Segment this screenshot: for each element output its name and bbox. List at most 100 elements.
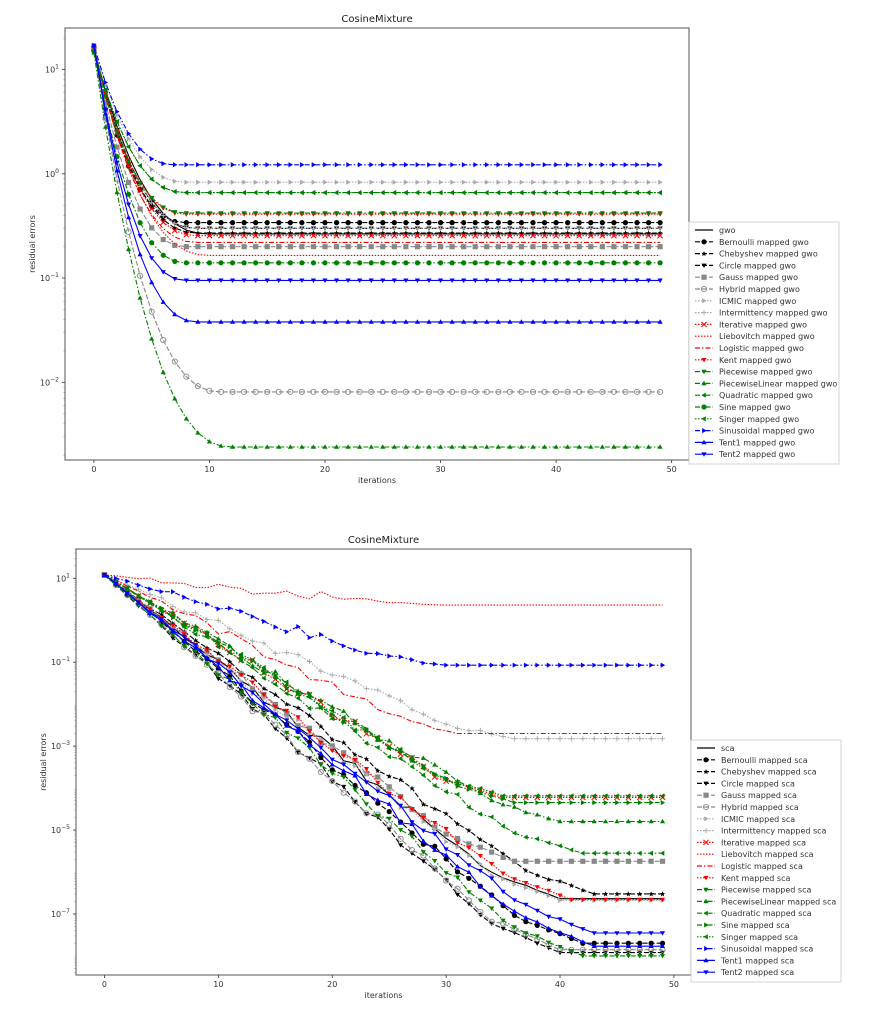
series-line (104, 574, 663, 862)
data-point (611, 319, 617, 324)
data-point (195, 278, 201, 283)
data-point (341, 775, 347, 780)
data-point (426, 232, 432, 239)
data-point (500, 926, 506, 932)
data-point (295, 705, 301, 711)
data-point (478, 789, 483, 795)
data-point (352, 752, 358, 758)
data-point (249, 674, 256, 680)
data-point (659, 954, 666, 959)
data-point (241, 225, 247, 231)
data-point (569, 800, 575, 806)
legend-label: Circle mapped gwo (719, 261, 796, 270)
data-point (380, 244, 386, 250)
data-point (204, 657, 210, 662)
data-point (193, 599, 199, 605)
data-point (625, 954, 631, 959)
y-tick-label: 10−3 (51, 740, 70, 751)
data-point (477, 853, 483, 859)
data-point (634, 319, 640, 324)
data-point (592, 662, 597, 668)
data-point (531, 179, 536, 185)
data-point (170, 589, 176, 595)
data-point (375, 785, 381, 791)
data-point (614, 736, 620, 742)
data-point (397, 746, 403, 752)
data-point (386, 816, 392, 822)
legend-label: ICMIC mapped sca (721, 815, 795, 824)
data-point (310, 225, 317, 231)
series-logistic-mapped-gwo (93, 48, 661, 243)
legend-marker (701, 416, 706, 422)
data-point (206, 387, 213, 394)
data-point (600, 179, 605, 185)
data-point (599, 220, 605, 226)
chart-title: CosineMixture (341, 14, 412, 25)
data-point (375, 780, 381, 786)
data-point (612, 179, 617, 185)
data-point (657, 232, 664, 239)
data-point (541, 260, 548, 266)
data-point (241, 444, 247, 449)
data-point (284, 629, 290, 635)
data-point (657, 225, 663, 231)
data-point (625, 943, 631, 949)
data-point (600, 162, 605, 168)
data-point (272, 675, 278, 681)
data-point (397, 843, 404, 848)
data-point (276, 189, 281, 196)
data-point (489, 789, 494, 795)
data-point (518, 225, 525, 231)
data-point (402, 388, 409, 395)
data-point (204, 630, 209, 636)
data-point (284, 679, 289, 685)
data-point (148, 308, 155, 315)
data-point (204, 661, 210, 667)
data-point (443, 769, 449, 774)
data-point (587, 388, 594, 395)
data-point (241, 220, 247, 226)
data-point (288, 162, 293, 168)
data-point (466, 841, 472, 847)
data-point (149, 176, 154, 182)
data-point (241, 232, 248, 239)
data-point (351, 798, 359, 805)
legend-label: sca (721, 744, 735, 753)
data-point (530, 189, 535, 196)
data-point (602, 736, 609, 742)
data-point (363, 802, 370, 807)
data-point (380, 278, 386, 283)
data-point (241, 260, 247, 266)
series-line (104, 574, 663, 666)
data-point (249, 664, 255, 671)
data-point (170, 614, 175, 620)
data-point (275, 388, 282, 395)
data-point (546, 914, 552, 920)
data-point (634, 232, 640, 239)
data-point (477, 884, 483, 889)
data-point (391, 189, 397, 196)
data-point (512, 800, 518, 806)
data-point (386, 801, 392, 806)
data-point (588, 162, 594, 168)
data-point (113, 581, 119, 587)
x-tick-label: 20 (320, 465, 330, 474)
data-point (472, 260, 478, 266)
data-point (658, 162, 663, 168)
data-point (329, 704, 335, 709)
data-point (602, 793, 608, 799)
series-piecewise-mapped-sca (101, 573, 666, 959)
data-point (261, 675, 266, 681)
legend-marker (703, 781, 709, 786)
data-point (287, 444, 293, 449)
data-point (541, 189, 547, 196)
data-point (272, 704, 278, 710)
data-point (264, 220, 270, 226)
series-bernoulli-mapped-gwo (91, 45, 663, 226)
data-point (272, 715, 278, 721)
legend: sca Bernoulli mapped sca Chebyshev mapped … (690, 739, 842, 983)
data-point (363, 686, 370, 692)
data-point (218, 443, 224, 448)
data-point (114, 575, 119, 581)
data-point (318, 763, 324, 768)
